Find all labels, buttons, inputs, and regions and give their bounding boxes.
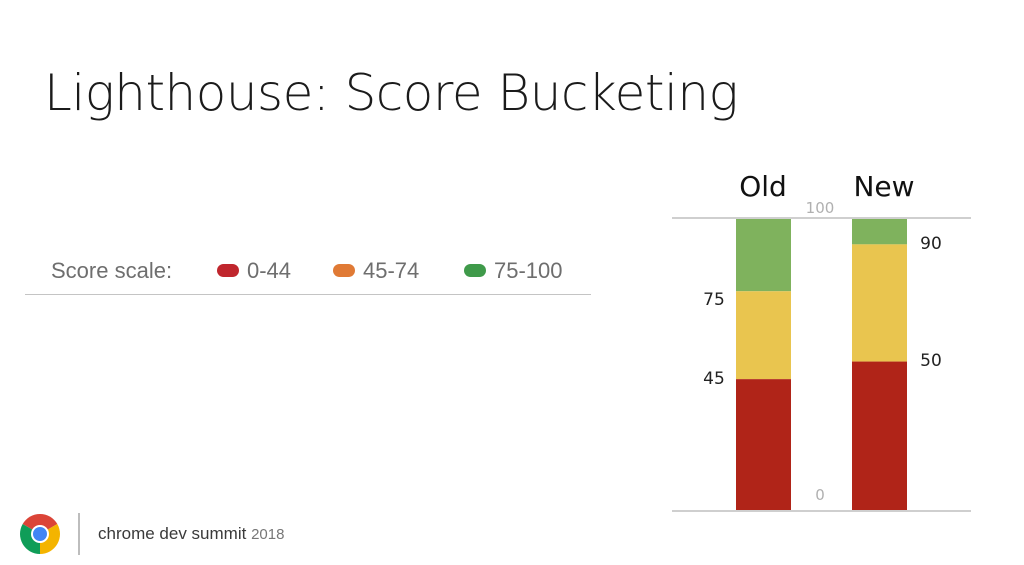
bar-new-segment-2: [852, 218, 907, 245]
new-threshold-90: 90: [920, 234, 942, 254]
bar-old-segment-0: [736, 379, 791, 511]
footer-branding: chrome dev summit 2018: [98, 524, 284, 544]
bar-old-segment-2: [736, 218, 791, 292]
new-threshold-50: 50: [920, 351, 942, 371]
bar-old-segment-1: [736, 291, 791, 380]
footer-brand: chrome dev summit: [98, 524, 247, 543]
old-threshold-45: 45: [703, 369, 725, 389]
footer-year: 2018: [251, 526, 285, 543]
score-scale-legend: Score scale: 0-44 45-74 75-100: [25, 250, 591, 295]
column-title-new: New: [853, 170, 914, 203]
legend-label-average: 45-74: [363, 258, 420, 283]
old-threshold-75: 75: [703, 290, 725, 310]
slide-title: Lighthouse: Score Bucketing: [44, 64, 739, 122]
score-scale-label: Score scale:: [51, 258, 173, 283]
red-pill-icon: [217, 264, 239, 277]
chrome-logo-icon: [20, 514, 60, 554]
axis-bottom-label: 0: [815, 486, 825, 504]
axis-top-label: 100: [806, 199, 835, 217]
bar-new-segment-1: [852, 244, 907, 362]
legend-label-good: 75-100: [494, 258, 563, 283]
legend-label-poor: 0-44: [247, 258, 292, 283]
column-title-old: Old: [739, 170, 787, 203]
footer-divider: [78, 513, 80, 555]
bar-new-segment-0: [852, 361, 907, 511]
green-pill-icon: [464, 264, 486, 277]
orange-pill-icon: [333, 264, 355, 277]
